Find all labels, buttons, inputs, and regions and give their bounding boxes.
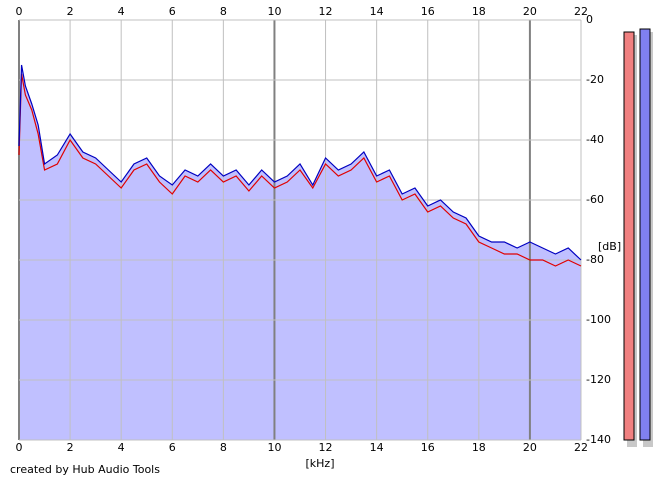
y-tick-label: -40 <box>586 133 604 146</box>
x-tick-label-top: 14 <box>370 5 384 18</box>
y-tick-label: -60 <box>586 193 604 206</box>
spectrum-line <box>18 73 582 267</box>
level-meter <box>623 31 635 441</box>
x-tick-label-top: 4 <box>118 5 125 18</box>
y-tick-label: -140 <box>586 433 611 446</box>
x-tick-label-top: 20 <box>523 5 537 18</box>
x-tick-label-bottom: 10 <box>267 441 281 454</box>
y-tick-label: 0 <box>586 13 593 26</box>
x-tick-label-top: 2 <box>67 5 74 18</box>
spectrum-area <box>19 65 581 440</box>
x-tick-label-bottom: 16 <box>421 441 435 454</box>
footer: created by Hub Audio Tools <box>10 463 160 476</box>
x-tick-label-bottom: 12 <box>319 441 333 454</box>
x-tick-label-top: 16 <box>421 5 435 18</box>
x-tick-label-bottom: 18 <box>472 441 486 454</box>
x-tick-label-bottom: 0 <box>16 441 23 454</box>
x-axis-label: [kHz] <box>306 457 335 470</box>
x-tick-label-top: 10 <box>267 5 281 18</box>
y-tick-label: -100 <box>586 313 611 326</box>
x-tick-label-top: 12 <box>319 5 333 18</box>
y-axis-label: [dB] <box>598 240 621 253</box>
x-tick-label-bottom: 14 <box>370 441 384 454</box>
level-meter <box>639 28 651 441</box>
x-tick-label-top: 6 <box>169 5 176 18</box>
y-tick-label: -120 <box>586 373 611 386</box>
y-tick-label: -80 <box>586 253 604 266</box>
x-tick-label-bottom: 8 <box>220 441 227 454</box>
x-tick-label-top: 18 <box>472 5 486 18</box>
spectrum-line <box>18 64 582 261</box>
x-tick-label-top: 8 <box>220 5 227 18</box>
y-tick-label: -20 <box>586 73 604 86</box>
x-tick-label-bottom: 6 <box>169 441 176 454</box>
x-tick-label-bottom: 2 <box>67 441 74 454</box>
x-tick-label-bottom: 4 <box>118 441 125 454</box>
x-tick-label-top: 0 <box>16 5 23 18</box>
x-tick-label-bottom: 20 <box>523 441 537 454</box>
x-tick-label-top: 22 <box>574 5 588 18</box>
x-tick-label-bottom: 22 <box>574 441 588 454</box>
